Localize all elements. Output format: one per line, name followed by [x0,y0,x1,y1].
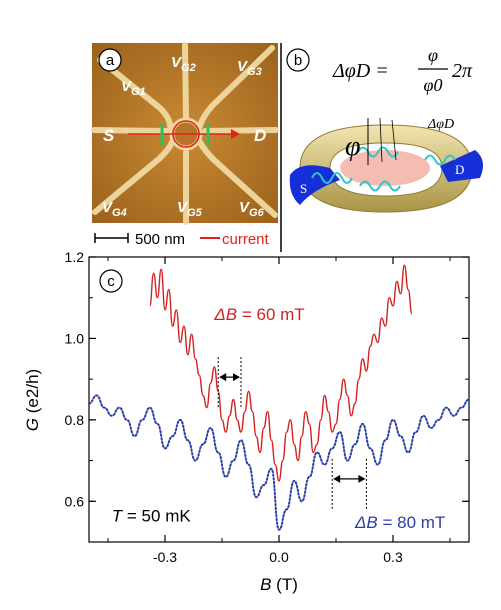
gate-subscript: G1 [131,86,146,98]
annotation-value: = 50 mK [122,507,191,526]
x-axis-label: B (T) [260,575,298,594]
gate-label-vg1: VG1 [121,78,146,98]
series-red-line [149,264,413,482]
panel-b-label: b [294,52,302,69]
bracket-arrowhead-right [233,373,240,382]
gate-electrodes [91,42,279,225]
panel-a-label: a [106,52,115,69]
gate-letter: V [177,199,189,216]
gate-label-vg4: VG4 [102,199,127,219]
current-loop [172,120,200,148]
panel-a-label-circle [98,48,122,72]
y-axis-label: G (e2/h) [23,369,42,431]
period-annotation: ΔB = 80 mT [354,513,445,532]
axes: -0.3 0.0 0.3 0.6 0.8 1.0 1.2 [65,249,469,565]
gate-letter: V [121,78,133,95]
annotation-symbol: ΔB [354,513,378,532]
flux-region [340,150,430,186]
flux-symbol: φ [345,131,361,162]
current-legend-label: current [222,231,270,248]
bracket-arrowhead-left [333,474,341,483]
x-tick-label: -0.3 [153,549,177,565]
gate-letter: V [237,58,249,75]
gate-vg4 [92,139,175,215]
gate-label-vg6: VG6 [239,199,265,219]
ring-device-illustration: S D φ ΔφD [289,117,484,213]
bracket-arrowhead-left [219,373,227,382]
y-axis-unit: (e2/h) [23,369,42,418]
series-blue-dotted-line [88,394,470,531]
annotation-value: = 80 mT [378,513,446,532]
electron-wave-top [357,146,399,158]
temperature-label: T = 50 mK [112,507,192,526]
annotation-symbol: T [112,507,124,526]
equation-factor: 2π [452,60,473,82]
annotation-value: = 60 mT [237,305,305,324]
source-label-b: S [300,181,307,196]
panel-b-label-circle [286,48,310,72]
gate-label-vg3: VG3 [237,58,262,78]
y-tick-label: 1.2 [65,249,85,265]
y-axis-variable: G [23,418,42,431]
equation-denominator: φ0 [424,75,443,95]
gate-vg1 [97,57,173,129]
y-tick-label: 1.0 [65,330,85,346]
electron-wave-bottom [359,180,401,192]
gate-subscript: G5 [187,207,203,219]
current-arrowhead [231,129,240,139]
gate-subscript: G4 [112,207,127,219]
gate-subscript: G2 [181,62,196,74]
x-tick-label: 0.0 [269,549,289,565]
drain-label-b: D [455,162,464,177]
gate-s [91,127,171,134]
equation-numerator: φ [428,45,438,65]
bracket-arrowhead-right [358,474,366,483]
electron-wave-right [424,154,456,166]
gate-subscript: G6 [249,207,265,219]
gate-d [202,127,279,134]
flux-line-2 [379,117,383,163]
equation-lhs: ΔφD = [332,60,389,82]
scalebar-label: 500 nm [135,231,185,248]
plot-frame [88,256,470,543]
flux-line-3 [391,119,397,161]
phase-label: ΔφD [427,117,454,132]
electrode-right [440,150,484,182]
panel-c-label-circle [99,269,123,293]
gate-letter: V [171,54,183,71]
panel-c-label: c [107,273,115,290]
series-layer [88,264,470,531]
panel-b: b ΔφD = φ φ0 2π S D φ ΔφD [280,43,484,252]
gate-vg2 [182,42,189,121]
electrode-left [289,165,340,205]
x-axis-variable: B [260,575,271,594]
y-tick-label: 0.8 [65,412,85,428]
x-tick-label: 0.3 [383,549,403,565]
y-tick-label: 0.6 [65,493,85,509]
gate-label-vg2: VG2 [171,54,196,74]
gate-vg6 [197,139,278,218]
panel-a: a VG1 VG2 VG3 VG4 VG5 VG6 S D 500 nm cur… [91,42,279,248]
source-label-a: S [103,126,115,145]
electron-wave-left [311,172,353,184]
gate-letter: V [239,199,251,216]
annotation-symbol: ΔB [213,305,237,324]
gate-vg3 [197,45,275,129]
period-annotation: ΔB = 60 mT [213,305,304,324]
gate-subscript: G3 [247,66,262,78]
drain-label-a: D [254,126,266,145]
gate-letter: V [102,199,114,216]
gate-label-vg5: VG5 [177,199,203,219]
x-axis-unit: (T) [271,575,297,594]
